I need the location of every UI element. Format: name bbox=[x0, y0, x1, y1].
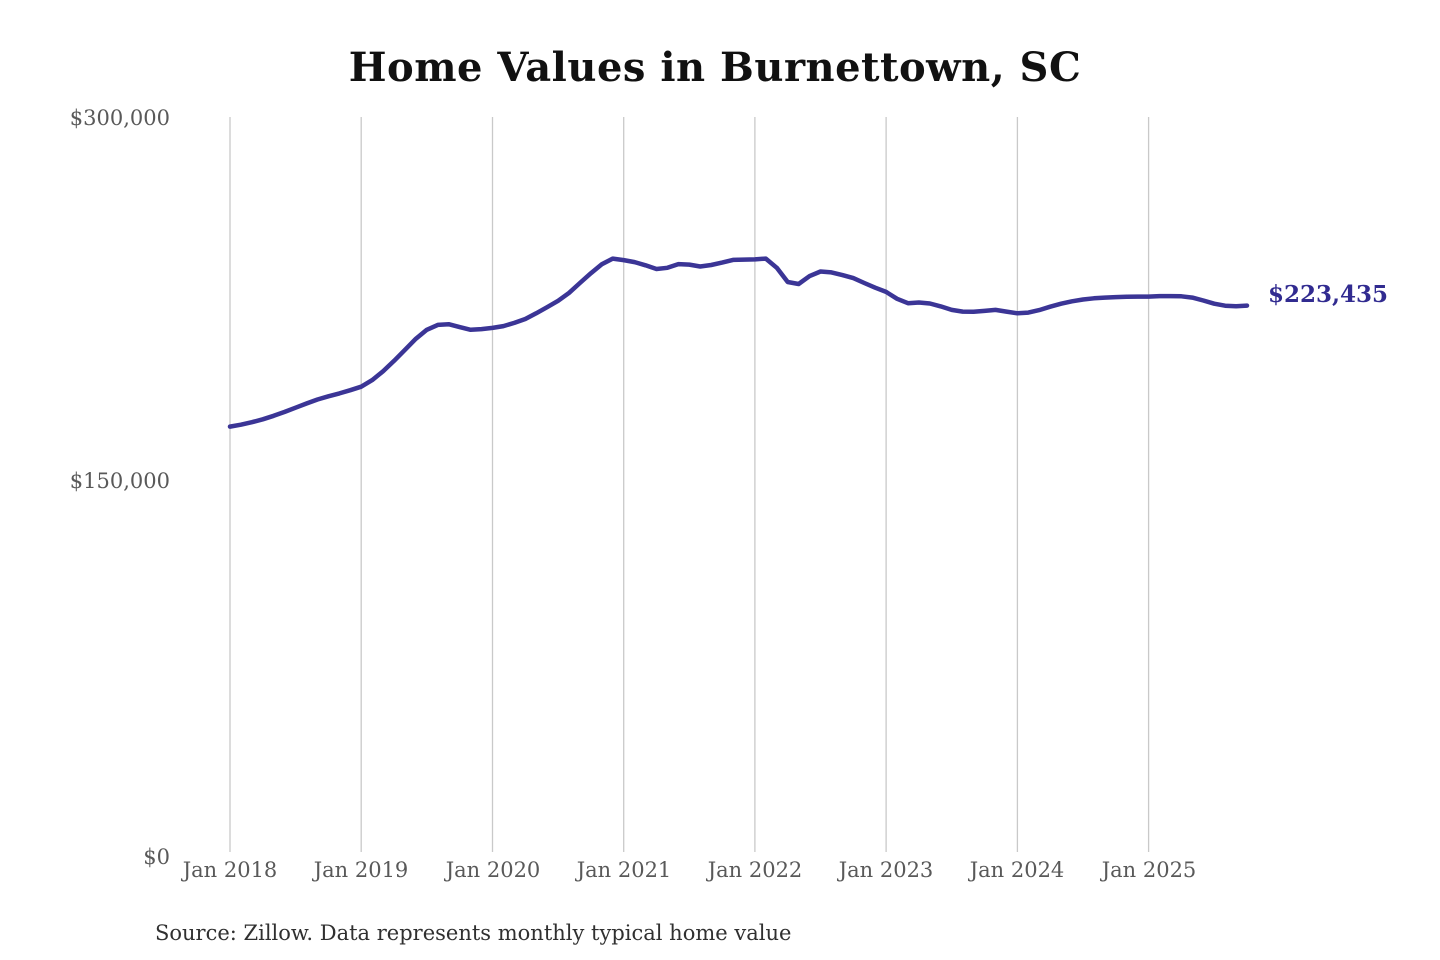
y-axis-tick-150000: $150,000 bbox=[69, 469, 170, 493]
x-axis-tick-2025: Jan 2025 bbox=[1101, 858, 1197, 882]
latest-value-label: $223,435 bbox=[1268, 281, 1389, 308]
x-axis-tick-2019: Jan 2019 bbox=[313, 858, 409, 882]
y-axis-tick-300000: $300,000 bbox=[69, 106, 170, 130]
y-axis-tick-0: $0 bbox=[143, 845, 170, 869]
chart-title: Home Values in Burnettown, SC bbox=[348, 44, 1082, 91]
x-axis-tick-2021: Jan 2021 bbox=[576, 858, 672, 882]
x-axis-tick-2024: Jan 2024 bbox=[969, 858, 1065, 882]
home-value-series-line bbox=[227, 256, 1250, 429]
x-axis-tick-2023: Jan 2023 bbox=[838, 858, 934, 882]
x-axis-tick-2018: Jan 2018 bbox=[182, 858, 278, 882]
source-note: Source: Zillow. Data represents monthly … bbox=[155, 921, 792, 945]
x-axis-tick-2022: Jan 2022 bbox=[707, 858, 803, 882]
x-axis-tick-2020: Jan 2020 bbox=[445, 858, 541, 882]
